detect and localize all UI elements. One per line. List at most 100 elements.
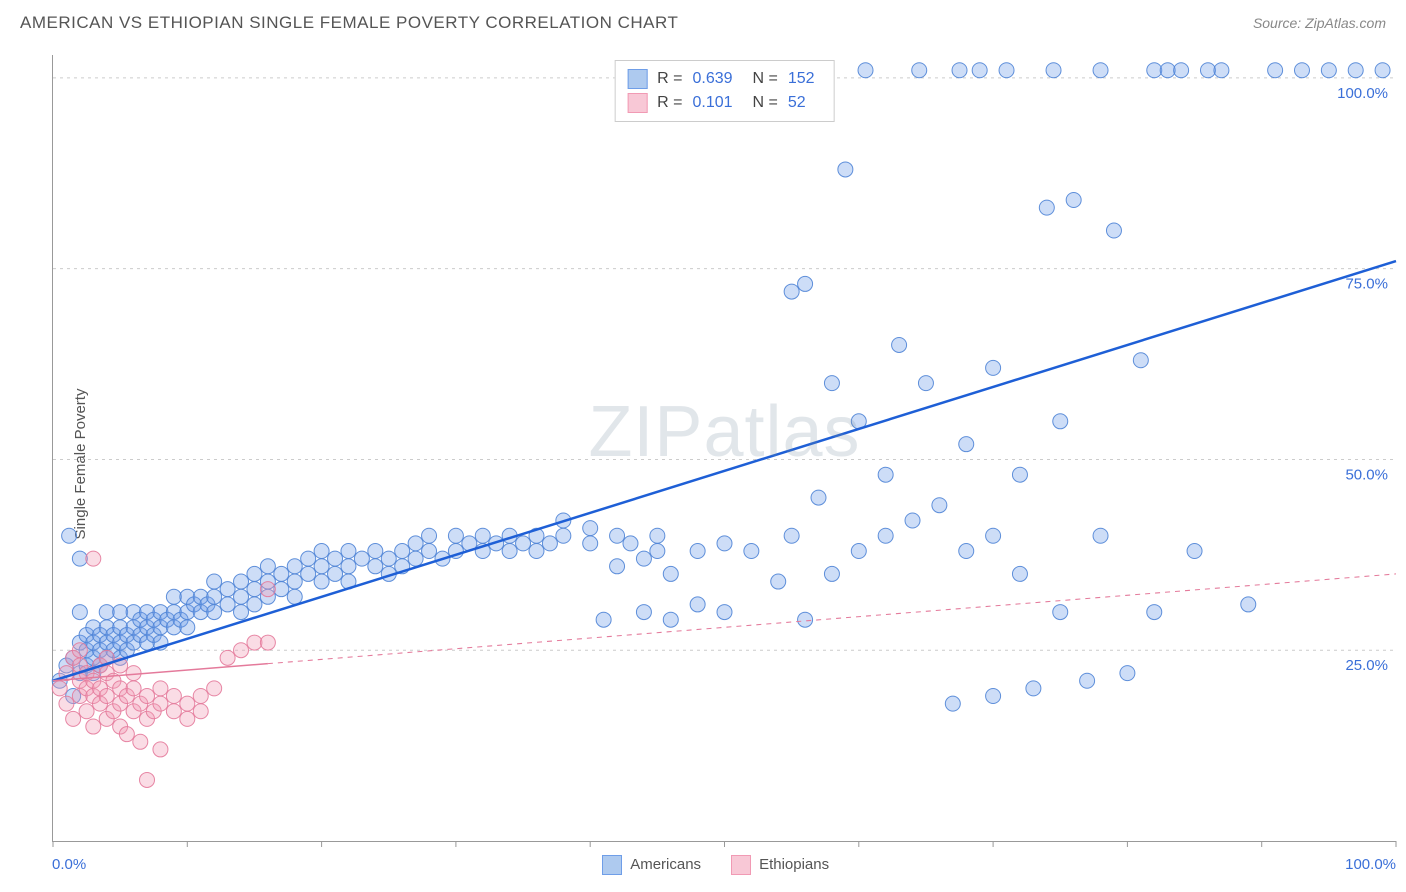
data-point: [368, 559, 383, 574]
data-point: [905, 513, 920, 528]
data-point: [1375, 63, 1390, 78]
legend-n-label: N =: [753, 91, 778, 115]
data-point: [1268, 63, 1283, 78]
data-point: [878, 467, 893, 482]
series-legend: Americans Ethiopians: [602, 855, 829, 875]
data-point: [798, 276, 813, 291]
data-point: [516, 536, 531, 551]
data-point: [72, 605, 87, 620]
data-point: [824, 376, 839, 391]
y-tick-label: 100.0%: [1337, 85, 1388, 102]
data-point: [207, 605, 222, 620]
data-point: [912, 63, 927, 78]
data-point: [1053, 414, 1068, 429]
data-point: [153, 742, 168, 757]
data-point: [166, 689, 181, 704]
legend-swatch: [627, 93, 647, 113]
data-point: [99, 605, 114, 620]
data-point: [287, 574, 302, 589]
data-point: [193, 689, 208, 704]
data-point: [287, 589, 302, 604]
data-point: [610, 528, 625, 543]
data-point: [959, 437, 974, 452]
data-point: [422, 528, 437, 543]
data-point: [1026, 681, 1041, 696]
data-point: [260, 582, 275, 597]
data-point: [133, 734, 148, 749]
data-point: [72, 551, 87, 566]
data-point: [395, 544, 410, 559]
legend-n-value: 152: [788, 67, 822, 91]
data-point: [180, 711, 195, 726]
source-label: Source: ZipAtlas.com: [1253, 15, 1386, 31]
data-point: [314, 574, 329, 589]
data-point: [1214, 63, 1229, 78]
data-point: [690, 544, 705, 559]
data-point: [86, 719, 101, 734]
data-point: [260, 635, 275, 650]
data-point: [1039, 200, 1054, 215]
data-point: [1053, 605, 1068, 620]
data-point: [126, 681, 141, 696]
data-point: [247, 635, 262, 650]
data-point: [62, 528, 77, 543]
data-point: [952, 63, 967, 78]
data-point: [583, 521, 598, 536]
data-point: [1066, 192, 1081, 207]
data-point: [690, 597, 705, 612]
data-point: [207, 681, 222, 696]
data-point: [153, 696, 168, 711]
data-point: [650, 528, 665, 543]
data-point: [556, 528, 571, 543]
data-point: [892, 337, 907, 352]
chart-header: AMERICAN VS ETHIOPIAN SINGLE FEMALE POVE…: [0, 0, 1406, 45]
data-point: [247, 582, 262, 597]
data-point: [234, 574, 249, 589]
data-point: [448, 528, 463, 543]
data-point: [341, 559, 356, 574]
data-point: [824, 566, 839, 581]
data-point: [126, 666, 141, 681]
data-point: [314, 544, 329, 559]
data-point: [220, 650, 235, 665]
data-point: [542, 536, 557, 551]
data-point: [328, 551, 343, 566]
data-point: [234, 605, 249, 620]
data-point: [66, 711, 81, 726]
data-point: [663, 566, 678, 581]
data-point: [274, 566, 289, 581]
data-point: [140, 772, 155, 787]
data-point: [234, 643, 249, 658]
data-point: [1133, 353, 1148, 368]
data-point: [986, 360, 1001, 375]
data-point: [1106, 223, 1121, 238]
data-point: [314, 559, 329, 574]
data-point: [918, 376, 933, 391]
data-point: [166, 704, 181, 719]
data-point: [663, 612, 678, 627]
data-point: [1093, 528, 1108, 543]
legend-swatch: [627, 69, 647, 89]
data-point: [1046, 63, 1061, 78]
data-point: [1294, 63, 1309, 78]
data-point: [301, 566, 316, 581]
x-axis-min-label: 0.0%: [52, 856, 86, 873]
data-point: [1120, 666, 1135, 681]
data-point: [113, 605, 128, 620]
data-point: [986, 689, 1001, 704]
series-legend-label: Americans: [630, 856, 701, 873]
data-point: [119, 727, 134, 742]
legend-r-label: R =: [657, 67, 682, 91]
y-tick-label: 75.0%: [1345, 276, 1388, 293]
data-point: [59, 696, 74, 711]
legend-n-label: N =: [753, 67, 778, 91]
data-point: [784, 284, 799, 299]
data-point: [354, 551, 369, 566]
data-point: [247, 597, 262, 612]
data-point: [1147, 605, 1162, 620]
data-point: [529, 544, 544, 559]
data-point: [878, 528, 893, 543]
series-legend-item: Ethiopians: [731, 855, 829, 875]
legend-r-value: 0.101: [693, 91, 743, 115]
chart-title: AMERICAN VS ETHIOPIAN SINGLE FEMALE POVE…: [20, 13, 678, 33]
